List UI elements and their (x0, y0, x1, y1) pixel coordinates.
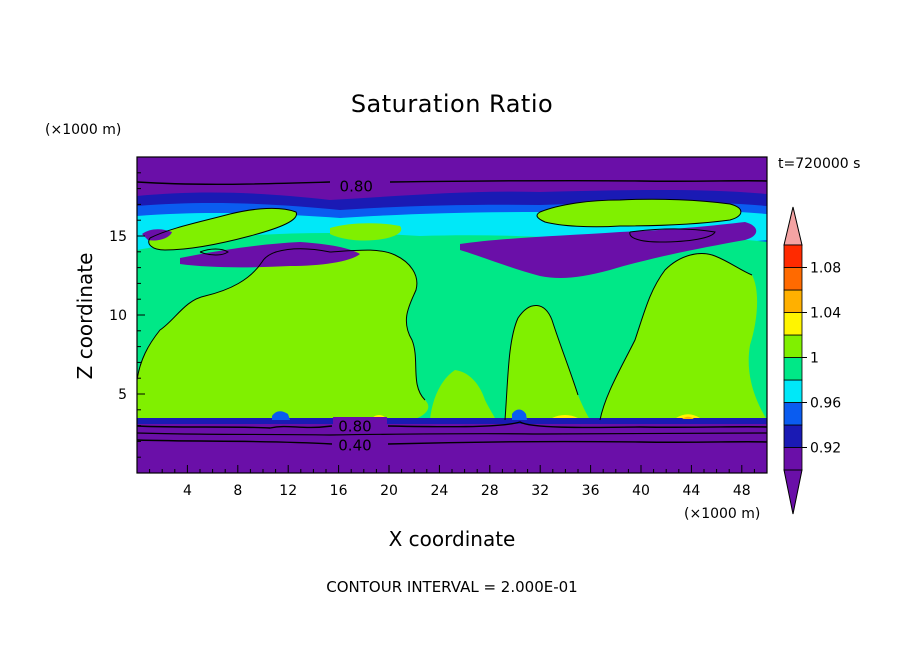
x-tick-label: 20 (380, 483, 398, 499)
contour-label: 0.80 (338, 418, 371, 436)
x-tick-label: 28 (481, 483, 499, 499)
y-axis-ticks: 5 10 15 (109, 172, 145, 458)
contour-label: 0.80 (340, 177, 373, 195)
lime-plume-center (300, 301, 410, 420)
colorbar-swatch (783, 244, 803, 268)
x-tick-label: 24 (430, 483, 448, 499)
contour-label-bg-lower-040 (333, 436, 387, 452)
time-label: t=720000 s (778, 156, 860, 172)
x-tick-label: 4 (183, 483, 192, 499)
colorbar-tick-label: 1.08 (810, 261, 841, 277)
y-tick-label: 15 (109, 229, 127, 245)
x-tick-label: 8 (233, 483, 242, 499)
x-tick-label: 32 (531, 483, 549, 499)
colorbar-swatch (783, 379, 803, 403)
colorbar-swatch (783, 447, 803, 471)
contour-line-lower-060 (137, 432, 767, 436)
purple-intrusion-right (460, 222, 757, 278)
lime-plume-far-right (600, 253, 767, 420)
contour-label-bg-upper (333, 173, 387, 191)
y-axis-label: Z coordinate (73, 253, 97, 380)
x-axis-label: X coordinate (389, 527, 516, 551)
contour-line-upper-080 (137, 179, 767, 186)
x-tick-label: 16 (330, 483, 348, 499)
colorbar-tick-label: 1.04 (810, 306, 841, 322)
lower-purple-layer (137, 420, 767, 473)
colorbar-tick-label: 0.96 (810, 396, 841, 412)
colorbar-swatch (783, 334, 803, 358)
colorbar-swatch (783, 424, 803, 448)
contour-labels: 0.800.800.40 (338, 177, 373, 454)
lime-upper-patch-right (330, 199, 741, 241)
x-tick-label: 36 (582, 483, 600, 499)
colorbar: 1.08 1.04 1 0.96 0.92 (783, 206, 841, 515)
colorbar-swatch (783, 289, 803, 313)
colorbar-swatch (783, 267, 803, 291)
x-tick-label: 48 (733, 483, 751, 499)
colorbar-under-triangle (783, 469, 803, 515)
lime-pockets-lower (140, 365, 496, 420)
contour-interval-note: CONTOUR INTERVAL = 2.000E-01 (326, 578, 577, 596)
lime-upper-patch-left (148, 208, 297, 250)
colorbar-tick-label: 0.92 (810, 441, 841, 457)
colorbar-over-triangle (783, 206, 803, 246)
x-unit-label: (×1000 m) (684, 506, 760, 522)
y-tick-label: 10 (109, 308, 127, 324)
x-tick-label: 12 (279, 483, 297, 499)
x-tick-label: 40 (632, 483, 650, 499)
contour-label: 0.40 (338, 437, 371, 455)
contour-line-green-boundary (137, 198, 753, 421)
chart-title: Saturation Ratio (351, 90, 553, 118)
colorbar-swatch (783, 402, 803, 426)
y-tick-label: 5 (118, 387, 127, 403)
contour-line-lower-080 (137, 421, 767, 429)
lime-plume-right (505, 305, 590, 420)
lower-blue-edge (137, 418, 767, 424)
colorbar-swatch (783, 312, 803, 336)
y-unit-label: (×1000 m) (45, 122, 121, 138)
contour-line-lower-040 (137, 439, 767, 445)
x-tick-label: 44 (682, 483, 700, 499)
contour-label-bg-lower-080 (333, 417, 387, 433)
plot-area (137, 157, 767, 473)
colorbar-swatch (783, 357, 803, 381)
colorbar-tick-label: 1 (810, 351, 819, 367)
x-axis-ticks: 4 8 12 16 20 24 28 32 36 40 44 48 (149, 465, 755, 499)
